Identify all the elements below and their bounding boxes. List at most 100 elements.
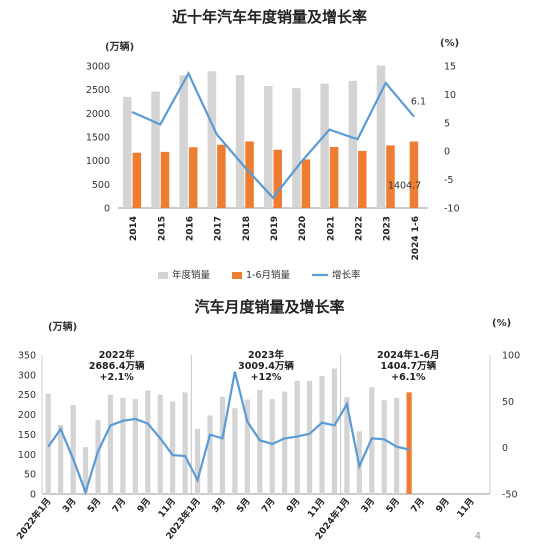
chart1-left-tick: 3000	[86, 62, 110, 73]
chart1-left-tick: 2000	[86, 109, 110, 120]
chart2-left-tick: 100	[18, 450, 36, 461]
chart1-h1-bar	[160, 151, 170, 208]
chart2-year-summary: +2.1%	[100, 372, 135, 383]
chart2-monthly-bar	[145, 390, 151, 494]
chart1-sales-label: 1404.7	[388, 181, 421, 192]
chart2-monthly-bar	[319, 376, 325, 494]
chart2-left-tick: 350	[18, 351, 36, 362]
chart2-x-tick: 11月	[455, 496, 477, 520]
chart1-x-tick: 2021	[326, 216, 336, 241]
chart2-monthly-bar	[244, 399, 250, 494]
chart2-year-summary: 2024年1-6月	[377, 349, 440, 361]
chart1-h1-bar	[245, 141, 254, 208]
chart2-monthly-bar	[95, 420, 101, 494]
chart1-h1-bar	[358, 150, 367, 208]
chart1-annual-bar	[123, 96, 132, 208]
chart1-h1-bar	[329, 146, 339, 208]
chart1-h1-bar	[132, 152, 142, 208]
chart2-x-tick: 9月	[434, 496, 452, 515]
chart1-left-tick: 0	[104, 204, 110, 215]
chart1-left-tick: 500	[92, 180, 110, 191]
chart1-right-tick: -5	[444, 175, 453, 186]
chart2-monthly-bar	[107, 394, 114, 494]
chart2-x-tick: 7月	[260, 496, 278, 515]
chart1-h1-bar	[409, 141, 419, 208]
chart2-monthly-bar	[331, 368, 338, 494]
chart2-x-tick: 5月	[384, 496, 402, 515]
chart1-x-tick: 2017	[214, 216, 224, 241]
chart1-annual-bar	[151, 91, 160, 208]
chart2-year-summary: 2686.4万辆	[89, 360, 145, 372]
chart1-h1-bar	[217, 144, 226, 208]
chart2-x-tick: 3月	[210, 496, 228, 515]
chart1-annual-bar	[320, 83, 329, 208]
chart2-monthly-bar	[120, 397, 126, 494]
chart2-monthly-bar	[45, 393, 51, 494]
chart2-monthly-bar	[132, 399, 138, 494]
chart2-x-tick: 2022年1月	[14, 495, 54, 541]
chart2-left-tick: 50	[24, 470, 36, 481]
chart2-monthly-bar	[82, 447, 89, 494]
chart2-monthly-bar	[306, 380, 313, 494]
page-number: 4	[474, 531, 481, 542]
chart1-x-tick: 2014	[129, 216, 139, 241]
chart2-monthly-bar	[257, 389, 263, 494]
chart1-legend-swatch-annual	[158, 272, 168, 279]
chart1-right-tick: 10	[444, 90, 456, 101]
chart2-monthly-bar	[182, 392, 188, 494]
chart2-monthly-bar	[58, 424, 64, 494]
chart1-annual-bar	[264, 86, 273, 208]
chart2-x-tick: 7月	[409, 496, 427, 515]
chart1-growth-label: 6.1	[411, 97, 426, 108]
chart2-highlight-bar	[406, 392, 412, 494]
chart2-monthly-bar	[282, 391, 288, 494]
chart2-monthly-bar	[170, 401, 176, 494]
chart1-x-tick: 2016	[185, 216, 195, 241]
chart1-left-tick: 1000	[86, 156, 110, 167]
chart1-h1-bar	[273, 149, 282, 208]
chart2-right-tick: -50	[502, 490, 518, 501]
chart2-monthly-bar	[207, 415, 213, 494]
chart2-year-summary: 2022年	[99, 349, 135, 361]
chart2-year-summary: 2023年	[248, 349, 284, 361]
chart1-left-unit: (万辆)	[105, 42, 135, 53]
chart2-x-tick: 11月	[305, 496, 327, 520]
chart2-right-unit: (%)	[492, 318, 512, 329]
chart2-left-tick: 0	[30, 490, 36, 501]
chart1-x-tick: 2024 1-6	[411, 216, 421, 260]
chart2-x-tick: 7月	[110, 496, 128, 515]
chart2-monthly-bar	[344, 397, 350, 494]
chart1-right-tick: 0	[444, 147, 450, 158]
chart2-year-summary: +6.1%	[391, 372, 426, 383]
chart1-right-tick: -10	[444, 204, 460, 215]
chart2-monthly-bar	[157, 394, 163, 494]
chart2-x-tick: 9月	[135, 496, 153, 515]
chart2-x-tick: 11月	[156, 496, 178, 520]
chart1-annual-bar	[348, 80, 358, 208]
annual-sales-chart: 0 500 1000 1500 2000 2500 3000 -10 -5 0 5 10 15 2014 2…	[86, 62, 460, 282]
chart1-x-tick: 2019	[270, 216, 280, 241]
chart1-annual-bar	[207, 71, 217, 208]
chart1-h1-bar	[386, 145, 395, 208]
chart1-legend-swatch-h1	[232, 272, 242, 279]
chart1-left-tick: 2500	[86, 85, 110, 96]
chart1-right-unit: (%)	[440, 38, 460, 49]
chart2-x-tick: 3月	[359, 496, 377, 515]
chart1-annual-bar	[179, 75, 188, 208]
chart1-x-tick: 2020	[298, 216, 308, 241]
chart1-legend-growth: 增长率	[332, 269, 361, 281]
chart2-monthly-bar	[269, 399, 275, 494]
chart2-right-tick: 50	[502, 397, 514, 408]
chart2-left-tick: 250	[18, 390, 36, 401]
chart2-monthly-bar	[70, 405, 76, 494]
chart1-annual-bar	[235, 75, 245, 208]
chart1-right-tick: 5	[444, 118, 450, 129]
chart2-x-tick: 5月	[235, 496, 253, 515]
chart1-h1-bar	[188, 147, 198, 208]
chart1-annual-bar	[292, 88, 301, 208]
chart1-left-tick: 1500	[86, 133, 110, 144]
chart2-title: 汽车月度销量及增长率	[194, 298, 345, 316]
chart2-growth-line	[47, 371, 410, 496]
chart2-left-tick: 150	[18, 430, 36, 441]
